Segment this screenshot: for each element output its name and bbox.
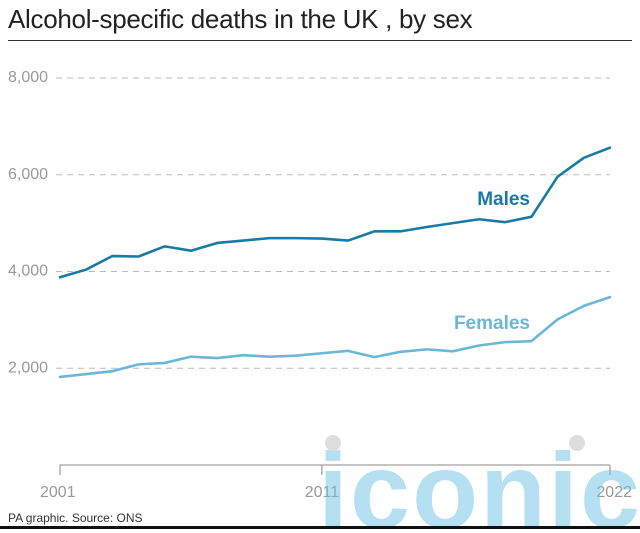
watermark-text: iconic xyxy=(318,430,640,533)
x-tick-label: 2001 xyxy=(40,484,76,501)
series-lines xyxy=(58,146,612,379)
title-divider xyxy=(8,40,632,41)
chart-title: Alcohol-specific deaths in the UK , by s… xyxy=(8,4,473,34)
gridlines xyxy=(56,77,610,369)
y-axis-tick-labels: 2,000 4,000 6,000 8,000 xyxy=(8,69,48,376)
bottom-rule xyxy=(0,526,640,529)
source-note: PA graphic. Source: ONS xyxy=(8,511,143,525)
watermark-dot xyxy=(569,435,585,451)
watermark: iconic xyxy=(318,430,640,533)
x-tick-label: 2022 xyxy=(596,484,632,501)
series-line-males xyxy=(58,146,612,279)
watermark-dot xyxy=(325,435,341,451)
x-tick-label: 2011 xyxy=(305,484,340,501)
y-tick-label: 6,000 xyxy=(8,166,48,183)
series-label-males: Males xyxy=(477,189,530,210)
y-tick-label: 2,000 xyxy=(8,359,48,376)
x-axis: 2001 2011 2022 xyxy=(40,464,632,501)
series-label-females: Females xyxy=(454,313,530,334)
series-labels: Males Females xyxy=(454,189,530,334)
y-tick-label: 8,000 xyxy=(8,69,48,86)
series-line-females xyxy=(58,295,612,379)
y-tick-label: 4,000 xyxy=(8,263,48,280)
